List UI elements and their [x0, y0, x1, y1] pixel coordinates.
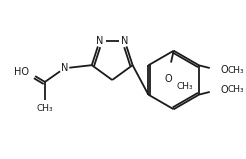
Text: O: O — [165, 74, 173, 84]
Text: N: N — [61, 63, 68, 73]
Text: CH₃: CH₃ — [227, 66, 244, 75]
Text: O: O — [220, 65, 228, 75]
Text: CH₃: CH₃ — [37, 104, 53, 113]
Text: CH₃: CH₃ — [227, 85, 244, 94]
Text: N: N — [96, 36, 103, 46]
Text: CH₃: CH₃ — [177, 82, 193, 91]
Text: N: N — [121, 36, 128, 46]
Text: HO: HO — [14, 67, 29, 77]
Text: O: O — [220, 85, 228, 95]
